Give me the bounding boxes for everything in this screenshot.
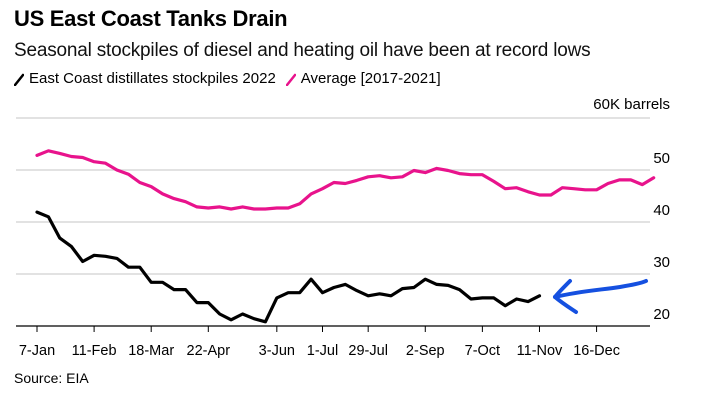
chart-subtitle: Seasonal stockpiles of diesel and heatin… <box>14 40 591 61</box>
legend: East Coast distillates stockpiles 2022 A… <box>14 70 441 87</box>
y-tick-label: 30 <box>653 254 670 271</box>
x-tick-label: 2-Sep <box>406 343 445 359</box>
chart-title: US East Coast Tanks Drain <box>14 6 288 31</box>
y-tick-labels: 20 30 40 50 <box>653 150 670 323</box>
legend-swatch-2022 <box>14 73 24 86</box>
y-tick-label: 20 <box>653 306 670 323</box>
y-tick-label: 40 <box>653 202 670 219</box>
annotation-arrow-shaft <box>553 279 648 299</box>
x-tick-label: 16-Dec <box>573 343 620 359</box>
x-tick-label: 1-Jul <box>307 343 338 359</box>
series-lines <box>35 149 656 324</box>
series-line-average <box>35 149 656 211</box>
source-note: Source: EIA <box>14 370 89 386</box>
y-axis-unit-label: 60K barrels <box>593 96 670 113</box>
y-tick-label: 50 <box>653 150 670 167</box>
x-tick-label: 7-Jan <box>19 343 55 359</box>
legend-item-average: Average [2017-2021] <box>285 70 441 87</box>
legend-label-2022: East Coast distillates stockpiles 2022 <box>29 70 276 87</box>
annotation-arrow-head <box>553 279 578 314</box>
x-tick-label: 11-Feb <box>72 343 117 359</box>
legend-swatch-average <box>285 73 296 86</box>
x-tick-label: 29-Jul <box>348 343 388 359</box>
x-tick-label: 22-Apr <box>187 343 231 359</box>
x-tick-label: 7-Oct <box>465 343 500 359</box>
x-tick-label: 11-Nov <box>517 343 563 359</box>
x-tick-label: 3-Jun <box>259 343 295 359</box>
annotations <box>553 279 648 314</box>
legend-label-average: Average [2017-2021] <box>300 70 441 87</box>
series-line-2022 <box>35 210 542 324</box>
x-tick-label: 18-Mar <box>128 343 174 359</box>
legend-item-2022: East Coast distillates stockpiles 2022 <box>14 70 276 87</box>
x-axis: 7-Jan 11-Feb 18-Mar 22-Apr 3-Jun 1-Jul 29-Jul 2… <box>16 325 650 359</box>
gridlines <box>16 117 650 275</box>
